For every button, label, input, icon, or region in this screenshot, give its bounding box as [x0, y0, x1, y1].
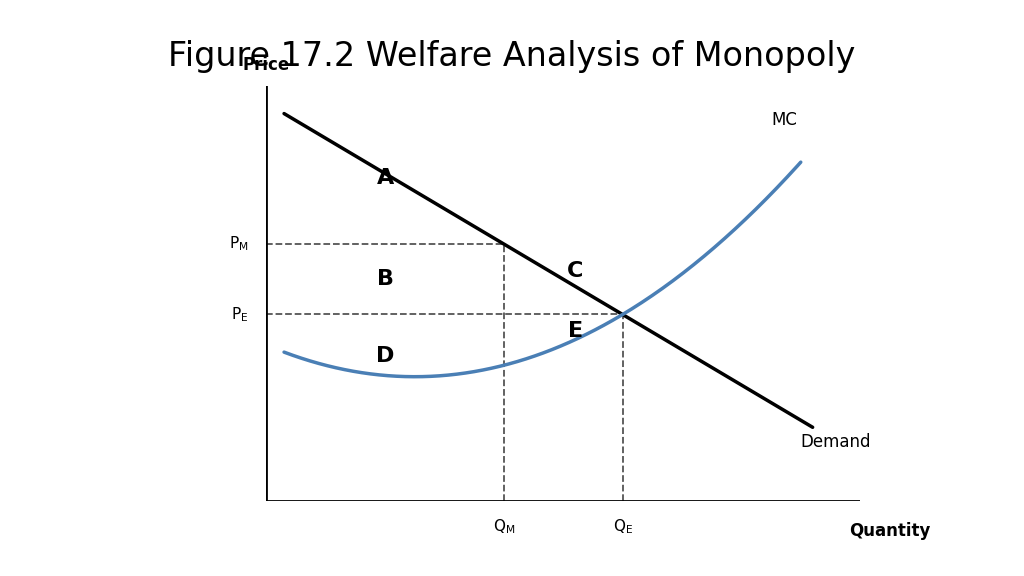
Text: D: D	[376, 346, 394, 366]
Text: Price: Price	[243, 56, 290, 74]
Text: Figure 17.2 Welfare Analysis of Monopoly: Figure 17.2 Welfare Analysis of Monopoly	[168, 40, 856, 73]
Text: $\mathregular{Q_E}$: $\mathregular{Q_E}$	[612, 518, 633, 536]
Text: Demand: Demand	[801, 433, 871, 450]
Text: $\mathregular{P_M}$: $\mathregular{P_M}$	[229, 234, 249, 253]
Text: $\mathregular{P_E}$: $\mathregular{P_E}$	[231, 305, 249, 324]
Text: A: A	[377, 168, 393, 188]
Text: B: B	[377, 269, 393, 289]
Text: C: C	[567, 261, 584, 281]
Text: MC: MC	[771, 111, 797, 128]
Text: E: E	[567, 321, 583, 341]
Text: Quantity: Quantity	[849, 522, 931, 540]
Text: $\mathregular{Q_M}$: $\mathregular{Q_M}$	[493, 518, 515, 536]
